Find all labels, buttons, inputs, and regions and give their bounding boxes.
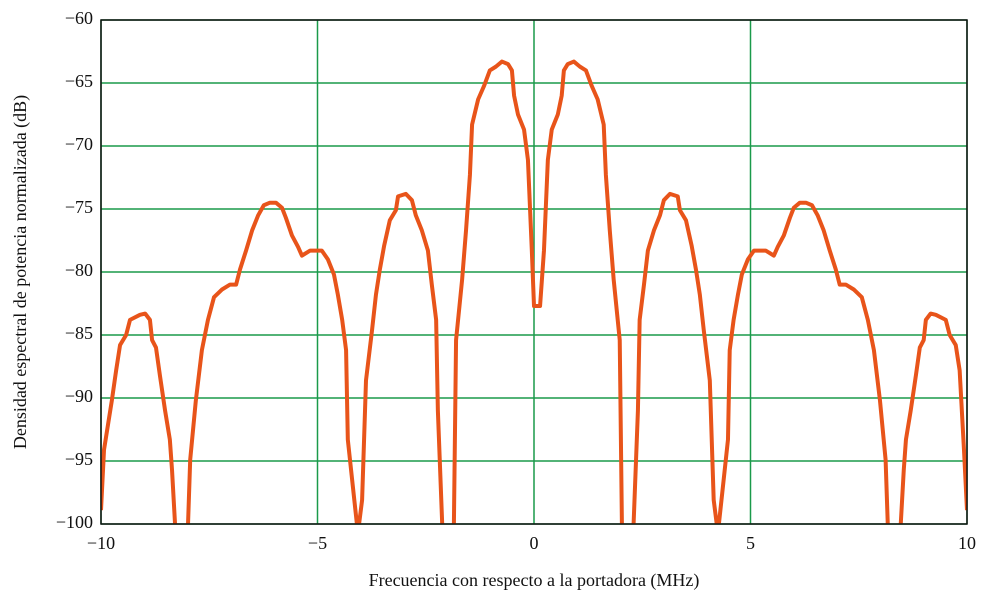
y-tick-label: −100 bbox=[56, 512, 93, 532]
x-axis-label: Frecuencia con respecto a la portadora (… bbox=[369, 570, 700, 591]
y-tick-label: −90 bbox=[65, 386, 93, 406]
y-tick-label: −95 bbox=[65, 449, 93, 469]
plot-frame bbox=[100, 19, 968, 525]
y-tick-label: −65 bbox=[65, 71, 93, 91]
x-tick-label: 5 bbox=[746, 533, 755, 553]
y-tick-label: −70 bbox=[65, 134, 93, 154]
data-line bbox=[101, 59, 967, 524]
y-tick-label: −85 bbox=[65, 323, 93, 343]
x-tick-label: 10 bbox=[958, 533, 976, 553]
x-tick-label: −10 bbox=[87, 533, 115, 553]
x-tick-label: −5 bbox=[308, 533, 327, 553]
y-tick-label: −80 bbox=[65, 260, 93, 280]
y-tick-label: −75 bbox=[65, 197, 93, 217]
x-tick-label: 0 bbox=[530, 533, 539, 553]
plot-area bbox=[101, 59, 967, 524]
y-tick-label: −60 bbox=[65, 8, 93, 28]
y-axis-label: Densidad espectral de potencia normaliza… bbox=[10, 95, 31, 449]
